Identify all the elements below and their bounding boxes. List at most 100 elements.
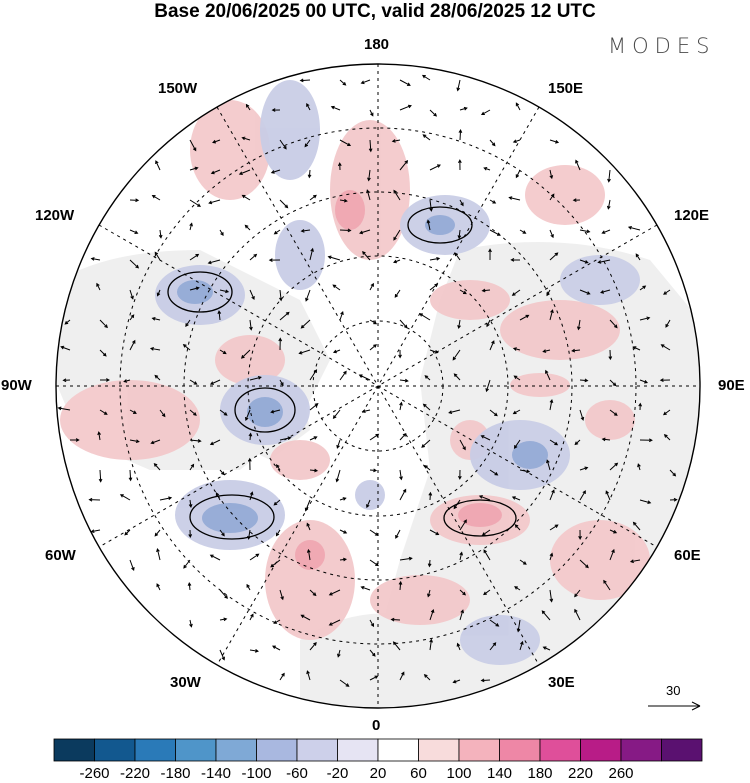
wind-arrow: [247, 529, 251, 540]
wind-arrow: [369, 619, 375, 628]
wind-arrow: [369, 433, 380, 441]
wind-arrow: [275, 464, 281, 471]
colorbar-tick-label: -260: [79, 765, 110, 782]
colorbar-cell: [296, 738, 338, 762]
colorbar-cell: [134, 738, 176, 762]
wind-arrow: [185, 319, 191, 327]
colorbar-tick-label: -180: [160, 765, 191, 782]
wind-arrow: [306, 522, 311, 531]
wind-arrow: [189, 463, 195, 471]
wind-arrow: [245, 103, 251, 111]
wind-arrow: [182, 344, 191, 351]
label-lon-150e: 150E: [548, 80, 584, 97]
wind-arrow: [459, 289, 467, 295]
wind-arrow: [270, 559, 281, 568]
wind-arrow: [512, 347, 521, 351]
wind-arrow: [395, 529, 401, 539]
label-lon-top: 180: [364, 36, 390, 53]
label-lon-bottom: 0: [372, 717, 381, 734]
colorbar-tick-label: -20: [326, 765, 349, 782]
wind-arrow: [339, 679, 350, 687]
wind-arrow: [485, 379, 491, 393]
wind-arrow: [339, 228, 352, 233]
wind-arrow: [399, 671, 405, 681]
colorbar-tick-label: 20: [369, 765, 387, 782]
wind-arrow: [545, 369, 551, 381]
wind-arrow: [639, 499, 652, 505]
wind-arrow: [579, 409, 585, 421]
wind-arrow: [129, 229, 139, 234]
wind-arrow: [151, 195, 161, 201]
wind-arrow: [219, 349, 227, 355]
label-lon-120e: 120E: [674, 207, 710, 224]
wind-arrow: [421, 439, 431, 448]
wind-arrow: [429, 349, 439, 354]
wind-arrow: [151, 316, 161, 321]
wind-arrow: [390, 617, 401, 622]
wind-arrow: [156, 289, 161, 297]
wind-arrow: [422, 134, 431, 141]
wind-arrow: [298, 349, 311, 355]
wind-arrow: [483, 589, 491, 596]
wind-arrow: [219, 289, 230, 294]
wind-arrow: [219, 649, 225, 661]
wind-arrow: [69, 438, 80, 442]
wind-arrow: [606, 199, 611, 210]
wind-arrow: [429, 529, 440, 536]
wind-arrow: [542, 646, 551, 651]
wind-arrow: [309, 402, 319, 411]
wind-arrow: [309, 194, 317, 201]
wind-arrow: [632, 346, 641, 351]
wind-arrow: [429, 608, 435, 621]
wind-arrow: [574, 439, 581, 446]
wind-arrow: [549, 139, 560, 144]
wind-arrow: [339, 557, 348, 562]
wind-arrow: [219, 409, 228, 416]
wind-arrow: [574, 589, 581, 598]
wind-arrow: [332, 284, 341, 291]
wind-arrow: [339, 139, 352, 147]
wind-arrow: [129, 339, 136, 351]
wind-arrow: [369, 468, 378, 473]
wind-arrow: [309, 589, 317, 597]
wind-arrow: [241, 136, 251, 141]
wind-arrow: [669, 469, 677, 477]
wind-arrow: [429, 199, 433, 212]
wind-arrow: [519, 314, 530, 321]
wind-arrow: [189, 409, 197, 416]
wind-arrow: [210, 169, 221, 175]
wind-arrow: [207, 259, 221, 265]
wind-arrow: [519, 640, 524, 651]
wind-arrow: [154, 251, 161, 261]
label-lon-30e: 30E: [548, 674, 575, 691]
graticule: [56, 64, 700, 708]
wind-arrow: [245, 409, 251, 422]
wind-arrow: [489, 409, 498, 417]
wind-arrow: [307, 169, 312, 179]
wind-arrow: [457, 229, 462, 240]
wind-arrow: [609, 409, 618, 416]
wind-arrow: [339, 198, 348, 203]
wind-arrow: [279, 379, 284, 387]
wind-arrow: [609, 529, 618, 534]
wind-arrow: [149, 346, 161, 351]
wind-arrow: [189, 199, 201, 207]
wind-arrow: [399, 160, 409, 171]
wind-arrow: [339, 497, 347, 501]
wind-arrow: [330, 105, 341, 111]
wind-arrow: [519, 229, 527, 234]
wind-arrow: [219, 229, 224, 237]
wind-arrow: [459, 519, 467, 531]
wind-arrow: [659, 378, 671, 383]
wind-arrow: [393, 259, 401, 264]
colorbar-cell: [94, 738, 136, 762]
wind-arrow: [579, 466, 589, 471]
wind-arrow: [273, 499, 281, 506]
wind-arrow: [188, 499, 193, 509]
wind-arrow: [486, 319, 491, 328]
wind-arrow: [273, 229, 281, 235]
wind-arrow: [304, 499, 311, 512]
colorbar-tick-label: -140: [200, 765, 232, 782]
wind-arrow: [153, 462, 161, 471]
wind-arrow: [270, 409, 281, 414]
